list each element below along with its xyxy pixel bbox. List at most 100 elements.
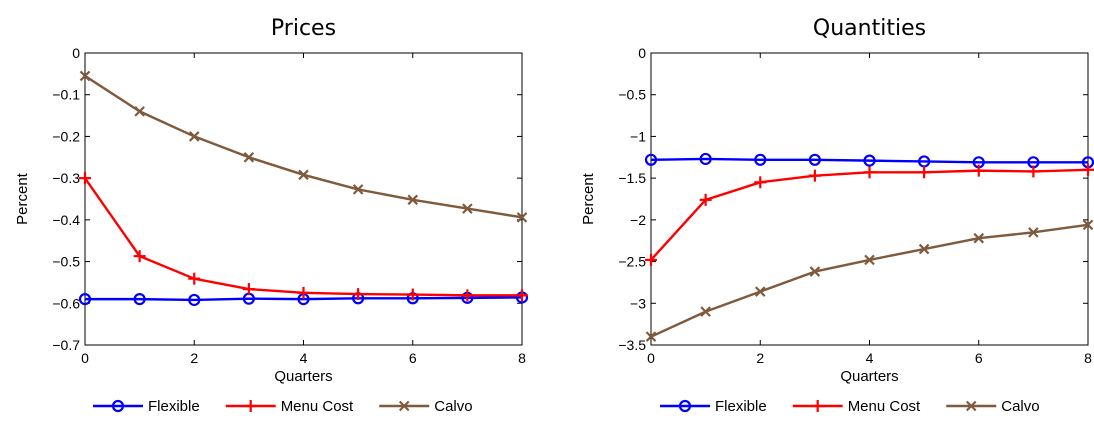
data-point-d2 xyxy=(809,266,821,277)
series-menu-cost xyxy=(645,163,1094,266)
series-calvo xyxy=(645,219,1094,342)
chart-title: Prices xyxy=(271,16,336,41)
x-tick-label: 2 xyxy=(756,350,764,366)
series-line xyxy=(85,296,523,302)
data-point xyxy=(243,152,255,163)
data-point xyxy=(298,169,309,181)
x-tick-label: 0 xyxy=(647,350,655,366)
series-line xyxy=(650,168,1089,261)
y-tick-label: −3 xyxy=(630,295,646,311)
y-axis-label: Percent xyxy=(580,172,597,225)
data-point-shape xyxy=(808,153,821,166)
y-tick-label: −0.4 xyxy=(52,212,80,228)
data-point-shape xyxy=(863,154,876,167)
data-point xyxy=(754,176,767,189)
data-point xyxy=(863,154,876,167)
data-point-d2 xyxy=(645,331,657,342)
legend-swatch-marker-shape xyxy=(111,399,125,413)
series-calvo xyxy=(79,70,528,223)
data-point xyxy=(461,289,474,302)
chart-panel-2: Quantities 0 2 4 6 8 0 −0.5 −1 −1.5 −2 −2.5 −3 −3.5 Qu… xyxy=(580,16,1094,415)
data-point-d2 xyxy=(516,212,528,223)
legend-item: Calvo xyxy=(946,398,1040,415)
data-point xyxy=(699,152,712,166)
legend-swatch-marker xyxy=(811,400,824,412)
series-line xyxy=(84,177,522,297)
y-tick-label: −0.2 xyxy=(52,128,80,144)
legend-swatch-marker-d2 xyxy=(398,400,410,412)
legend-item: Flexible xyxy=(93,398,200,415)
data-point-d2 xyxy=(973,232,985,244)
y-tick-label: −2.5 xyxy=(618,254,646,270)
data-point xyxy=(700,306,711,317)
legend-item: Flexible xyxy=(660,398,767,415)
y-tick-label: −0.7 xyxy=(52,337,80,353)
data-point xyxy=(1027,165,1040,178)
y-tick-label: −0.6 xyxy=(52,295,80,311)
y-tick-label: −1.5 xyxy=(618,170,646,186)
x-tick-label: 4 xyxy=(300,350,308,366)
data-point xyxy=(918,166,931,179)
data-point xyxy=(516,212,528,223)
data-point xyxy=(754,153,767,166)
data-point xyxy=(644,153,658,166)
data-point xyxy=(808,153,821,166)
data-point-shape xyxy=(133,293,146,306)
data-point xyxy=(407,194,419,206)
data-point xyxy=(808,169,821,182)
data-point-d2 xyxy=(407,194,419,206)
data-point xyxy=(1082,163,1094,176)
chart-title: Quantities xyxy=(813,16,926,41)
legend-label: Flexible xyxy=(715,398,767,415)
data-point xyxy=(973,232,985,244)
data-point-d2 xyxy=(754,286,766,297)
data-point xyxy=(406,288,419,301)
legend-label: Flexible xyxy=(148,398,200,415)
data-point-d2 xyxy=(918,243,930,255)
y-axis-label: Percent xyxy=(14,172,31,225)
legend-item: Menu Cost xyxy=(792,398,921,415)
legend-item: Menu Cost xyxy=(225,398,354,415)
y-tick-label: −0.5 xyxy=(52,254,80,270)
series-flexible xyxy=(78,291,529,307)
series-line xyxy=(650,157,1088,164)
data-point-shape xyxy=(754,153,767,166)
data-point xyxy=(297,286,310,299)
series-line xyxy=(84,74,523,219)
data-point xyxy=(972,164,985,177)
data-point-d2 xyxy=(243,152,255,163)
x-tick-label: 4 xyxy=(866,350,874,366)
legend-swatch-marker-d2 xyxy=(965,400,977,412)
legend-swatch-marker-shape xyxy=(678,399,692,413)
data-point xyxy=(1028,227,1039,238)
y-tick-label: 0 xyxy=(638,45,646,61)
x-tick-label: 6 xyxy=(409,350,417,366)
legend-swatch-marker xyxy=(678,399,692,413)
data-point xyxy=(78,293,92,306)
legend-swatch-marker xyxy=(111,399,125,413)
y-tick-label: −3.5 xyxy=(618,337,646,353)
legend-item: Calvo xyxy=(379,398,473,415)
y-tick-label: −0.3 xyxy=(52,170,80,186)
x-axis-label: Quarters xyxy=(274,368,332,385)
data-point-d2 xyxy=(1082,219,1094,231)
data-point-d2 xyxy=(462,203,473,214)
x-tick-label: 8 xyxy=(518,350,526,366)
data-point xyxy=(188,131,200,142)
legend-label: Calvo xyxy=(1001,398,1039,415)
data-point-d2 xyxy=(1028,227,1039,238)
data-point xyxy=(133,250,146,263)
x-tick-label: 0 xyxy=(81,350,89,366)
y-tick-label: −0.1 xyxy=(52,87,80,103)
legend-swatch-marker xyxy=(398,400,410,412)
data-point-d2 xyxy=(79,70,91,82)
y-tick-label: −0.5 xyxy=(618,87,646,103)
legend: Flexible Menu Cost Calvo xyxy=(660,398,1040,415)
data-point xyxy=(645,253,657,266)
data-point-d2 xyxy=(352,184,364,195)
data-point-d2 xyxy=(298,169,309,181)
data-point xyxy=(863,166,876,179)
data-point xyxy=(352,288,365,301)
x-tick-label: 2 xyxy=(190,350,198,366)
y-tick-label: −1 xyxy=(630,128,646,144)
